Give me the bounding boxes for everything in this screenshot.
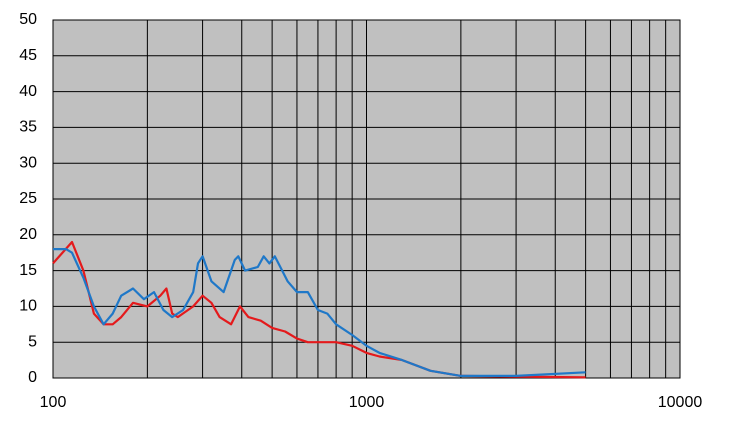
y-tick-label: 40: [19, 83, 37, 100]
y-tick-label: 45: [19, 47, 37, 64]
x-tick-label: 10000: [658, 394, 703, 411]
y-tick-label: 5: [28, 333, 37, 350]
y-tick-label: 30: [19, 154, 37, 171]
y-tick-label: 50: [19, 11, 37, 28]
x-tick-label: 100: [40, 394, 67, 411]
y-tick-label: 10: [19, 298, 37, 315]
y-tick-label: 35: [19, 119, 37, 136]
y-tick-label: 20: [19, 226, 37, 243]
line: [53, 248, 586, 377]
line: [52, 240, 586, 379]
y-tick-label: 0: [28, 369, 37, 386]
y-tick-label: 25: [19, 190, 37, 207]
x-tick-label: 1000: [349, 394, 385, 411]
y-tick-label: 15: [19, 262, 37, 279]
